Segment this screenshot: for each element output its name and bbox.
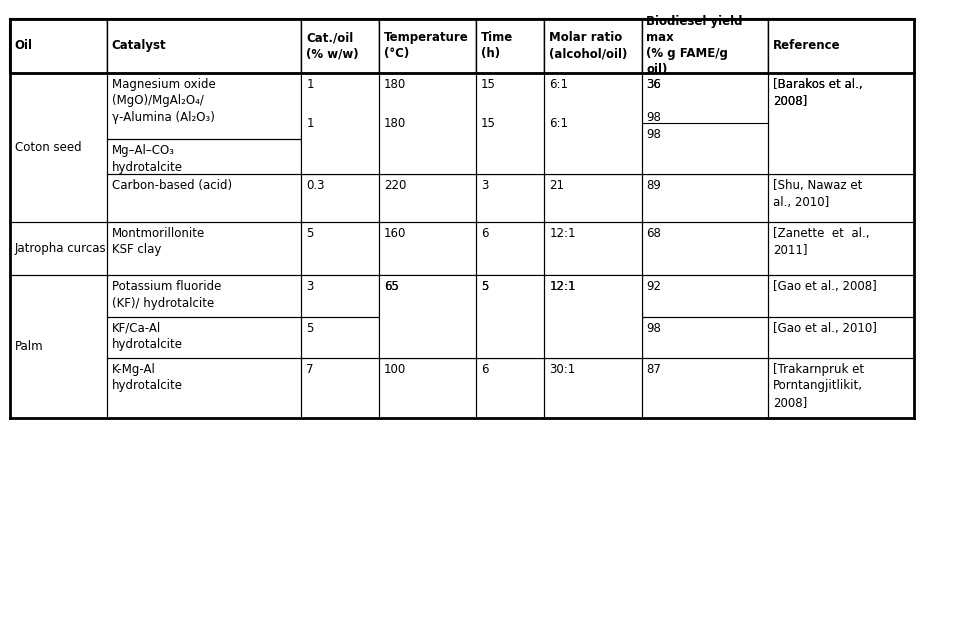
Text: Palm: Palm xyxy=(15,340,43,353)
Text: 36: 36 xyxy=(646,78,661,91)
Text: 98: 98 xyxy=(646,128,661,142)
Text: 100: 100 xyxy=(384,363,406,376)
Polygon shape xyxy=(544,73,642,174)
Text: 1: 1 xyxy=(306,117,314,130)
Text: [Zanette  et  al.,
2011]: [Zanette et al., 2011] xyxy=(773,227,869,256)
Text: 89: 89 xyxy=(646,179,661,192)
Text: 30:1: 30:1 xyxy=(549,363,575,376)
Text: 1: 1 xyxy=(306,78,314,91)
Polygon shape xyxy=(379,73,476,174)
Text: Reference: Reference xyxy=(773,39,841,53)
Text: 65: 65 xyxy=(384,280,399,294)
Polygon shape xyxy=(476,275,544,358)
Text: 6: 6 xyxy=(481,363,489,376)
Text: Time
(h): Time (h) xyxy=(481,32,513,60)
Text: Montmorillonite
KSF clay: Montmorillonite KSF clay xyxy=(112,227,205,256)
Text: 87: 87 xyxy=(646,363,661,376)
Polygon shape xyxy=(544,275,642,358)
Text: Catalyst: Catalyst xyxy=(112,39,166,53)
Text: 21: 21 xyxy=(549,179,564,192)
Polygon shape xyxy=(476,73,544,174)
Text: [Barakos et al.,
2008]: [Barakos et al., 2008] xyxy=(773,78,862,108)
Text: [Trakarnpruk et
Porntangjitlikit,
2008]: [Trakarnpruk et Porntangjitlikit, 2008] xyxy=(773,363,864,409)
Text: 160: 160 xyxy=(384,227,406,240)
Text: 5: 5 xyxy=(306,227,314,240)
Text: 6:1: 6:1 xyxy=(549,78,569,91)
Text: [Barakos et al.,
2008]: [Barakos et al., 2008] xyxy=(773,78,862,108)
Text: 5: 5 xyxy=(306,322,314,335)
Text: 98: 98 xyxy=(646,322,661,335)
Text: 92: 92 xyxy=(646,280,661,294)
Text: 5: 5 xyxy=(481,280,489,294)
Text: 180: 180 xyxy=(384,78,406,91)
Text: 5: 5 xyxy=(481,280,489,294)
Text: [Shu, Nawaz et
al., 2010]: [Shu, Nawaz et al., 2010] xyxy=(773,179,862,209)
Text: KF/Ca-Al
hydrotalcite: KF/Ca-Al hydrotalcite xyxy=(112,322,183,351)
Text: 6:1: 6:1 xyxy=(549,117,569,130)
FancyBboxPatch shape xyxy=(768,19,914,73)
Text: Potassium fluoride
(KF)/ hydrotalcite: Potassium fluoride (KF)/ hydrotalcite xyxy=(112,280,222,310)
Polygon shape xyxy=(379,275,476,358)
Text: 68: 68 xyxy=(646,227,661,240)
Text: Coton seed: Coton seed xyxy=(15,141,82,154)
Text: Oil: Oil xyxy=(15,39,33,53)
FancyBboxPatch shape xyxy=(10,19,107,73)
Text: 220: 220 xyxy=(384,179,406,192)
Text: [Gao et al., 2008]: [Gao et al., 2008] xyxy=(773,280,877,294)
Text: Carbon-based (acid): Carbon-based (acid) xyxy=(112,179,232,192)
Text: 3: 3 xyxy=(306,280,314,294)
Text: 0.3: 0.3 xyxy=(306,179,325,192)
Text: 7: 7 xyxy=(306,363,314,376)
Text: K-Mg-Al
hydrotalcite: K-Mg-Al hydrotalcite xyxy=(112,363,183,392)
Text: 36

98: 36 98 xyxy=(646,78,661,124)
Text: Mg–Al–CO₃
hydrotalcite: Mg–Al–CO₃ hydrotalcite xyxy=(112,144,183,174)
FancyBboxPatch shape xyxy=(544,19,642,73)
FancyBboxPatch shape xyxy=(107,19,301,73)
Text: 12:1: 12:1 xyxy=(549,280,575,294)
FancyBboxPatch shape xyxy=(10,19,914,73)
Polygon shape xyxy=(642,73,768,174)
Text: 15: 15 xyxy=(481,117,496,130)
FancyBboxPatch shape xyxy=(642,19,768,73)
Text: [Gao et al., 2010]: [Gao et al., 2010] xyxy=(773,322,877,335)
Polygon shape xyxy=(768,73,914,174)
FancyBboxPatch shape xyxy=(379,19,476,73)
FancyBboxPatch shape xyxy=(476,19,544,73)
Text: 3: 3 xyxy=(481,179,489,192)
Text: Molar ratio
(alcohol/oil): Molar ratio (alcohol/oil) xyxy=(549,32,628,60)
Text: Temperature
(°C): Temperature (°C) xyxy=(384,32,469,60)
Text: 15: 15 xyxy=(481,78,496,91)
Text: 12:1: 12:1 xyxy=(549,227,575,240)
Text: Jatropha curcas: Jatropha curcas xyxy=(15,242,106,255)
Text: 180: 180 xyxy=(384,117,406,130)
Text: 6: 6 xyxy=(481,227,489,240)
Text: 65: 65 xyxy=(384,280,399,294)
Polygon shape xyxy=(301,73,379,174)
Text: Biodiesel yield
max
(% g FAME/g
oil): Biodiesel yield max (% g FAME/g oil) xyxy=(646,15,743,77)
Text: Magnesium oxide
(MgO)/MgAl₂O₄/
γ-Alumina (Al₂O₃): Magnesium oxide (MgO)/MgAl₂O₄/ γ-Alumina… xyxy=(112,78,216,124)
Text: Cat./oil
(% w/w): Cat./oil (% w/w) xyxy=(306,32,359,60)
Text: 12:1: 12:1 xyxy=(549,280,575,294)
FancyBboxPatch shape xyxy=(301,19,379,73)
